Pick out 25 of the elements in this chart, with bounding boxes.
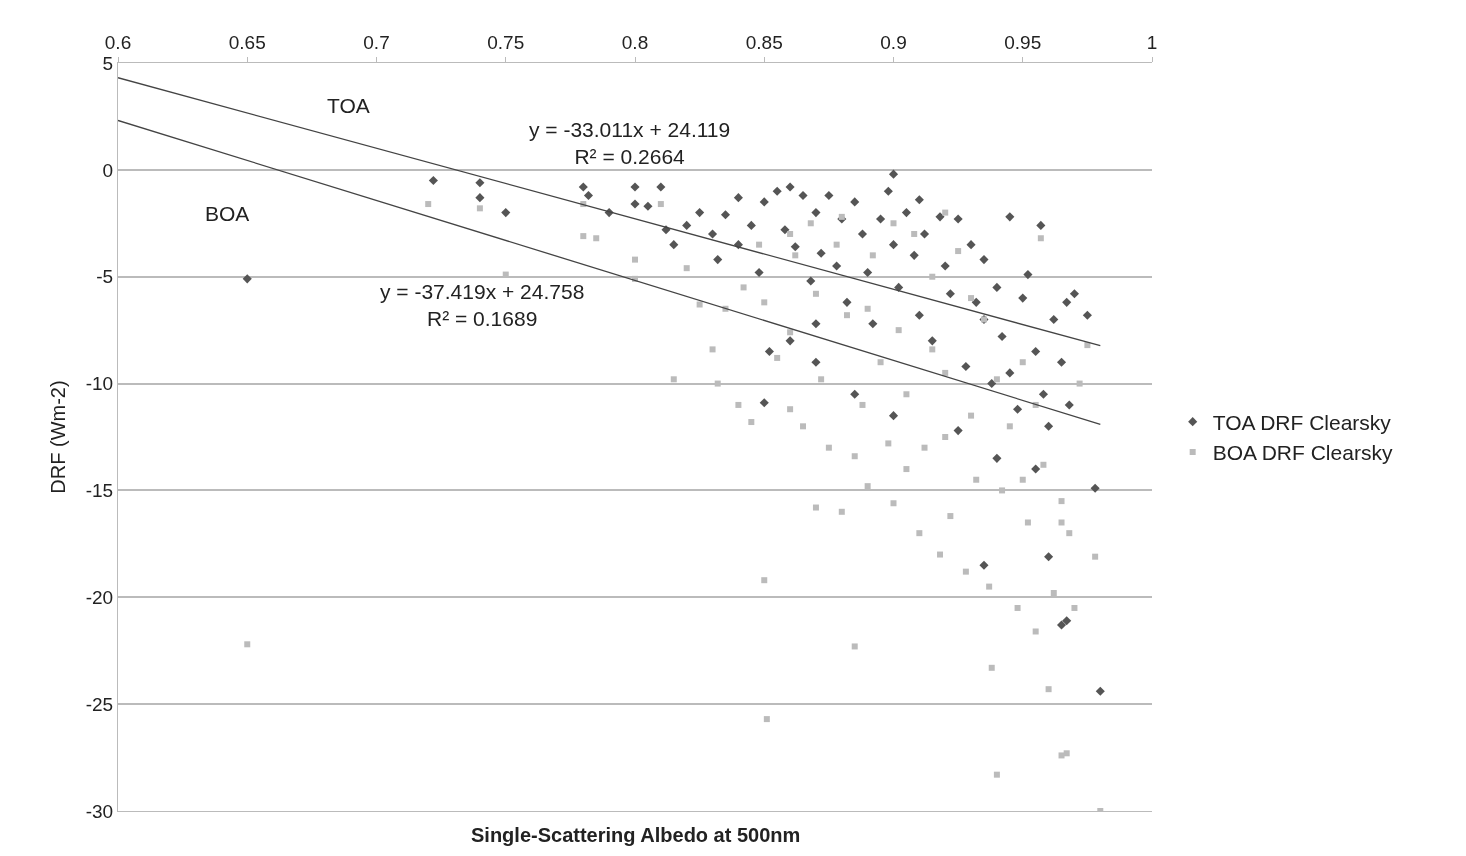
- y-tick-label: -20: [85, 586, 114, 608]
- legend-label: TOA DRF Clearsky: [1212, 410, 1392, 434]
- annotation: y = -33.011x + 24.119 R² = 0.2664: [529, 118, 731, 169]
- y-tick-label: -5: [96, 266, 114, 288]
- x-tick-label: 0.8: [621, 32, 649, 54]
- y-tick-label: -30: [85, 800, 114, 822]
- x-tick-label: 1: [1146, 32, 1158, 54]
- annotation: TOA: [327, 94, 370, 117]
- x-tick-label: 0.6: [104, 32, 132, 54]
- x-axis-title: Single-Scattering Albedo at 500nm: [471, 824, 801, 846]
- annotation: y = -37.419x + 24.758 R² = 0.1689: [380, 280, 585, 331]
- x-tick-label: 0.65: [228, 32, 266, 54]
- x-tick-label: 0.75: [487, 32, 525, 54]
- y-tick-label: -10: [85, 373, 114, 395]
- x-tick-label: 0.7: [363, 32, 390, 54]
- y-tick-label: -25: [85, 693, 114, 715]
- y-tick-label: 0: [102, 159, 114, 181]
- x-tick-label: 0.9: [880, 32, 907, 54]
- legend-label: BOA DRF Clearsky: [1212, 441, 1393, 465]
- annotation: BOA: [205, 202, 250, 225]
- x-tick-label: 0.85: [745, 32, 783, 54]
- y-tick-label: 5: [102, 52, 114, 74]
- y-axis-title: DRF (Wm-2): [47, 380, 70, 494]
- y-tick-label: -15: [85, 480, 114, 502]
- x-tick-label: 0.95: [1004, 32, 1042, 54]
